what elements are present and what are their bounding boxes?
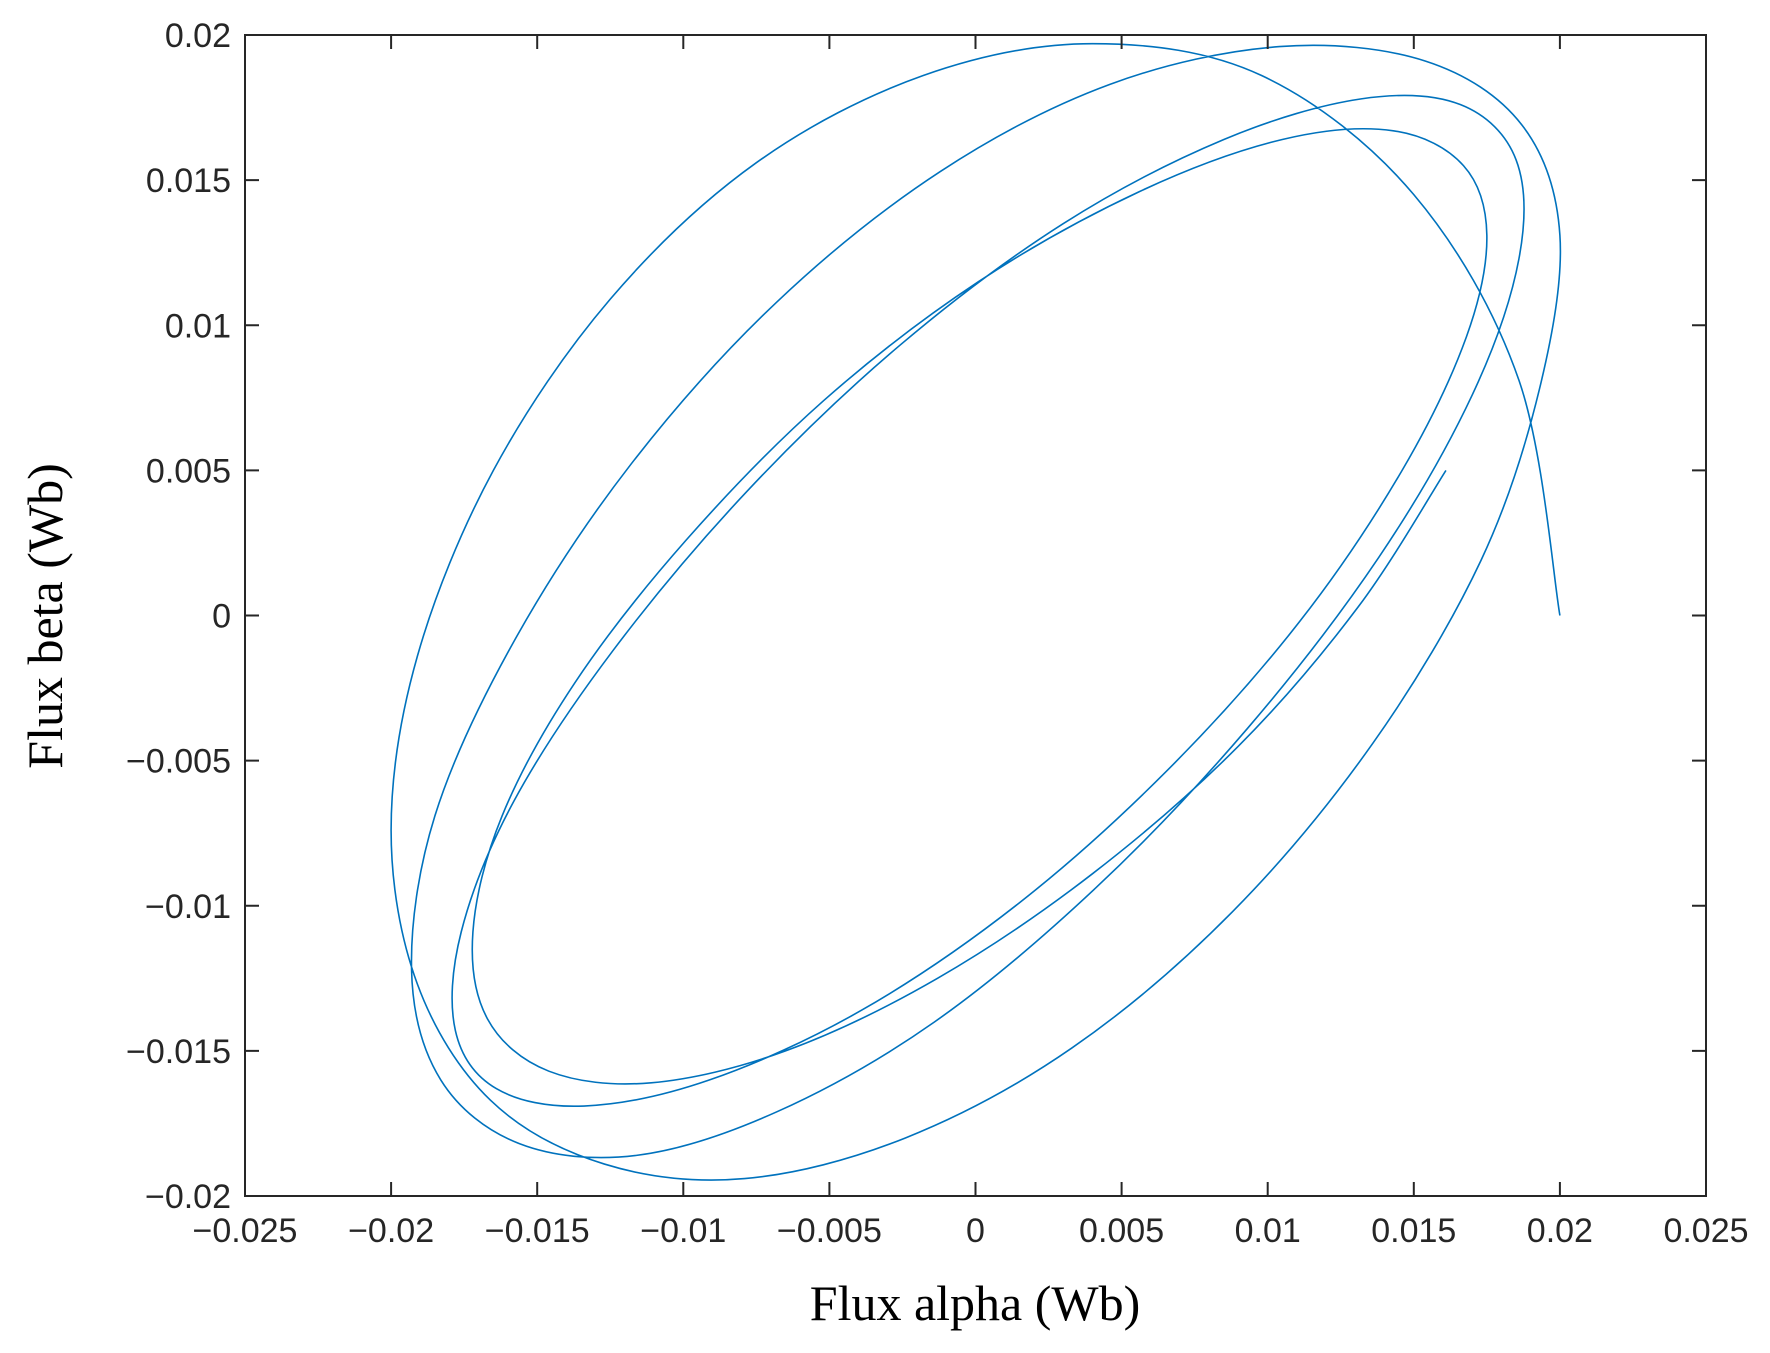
y-axis-ticks: −0.02 −0.015 −0.01 −0.005 0 0.005 0.01 0.015 0.0…	[126, 17, 1706, 1216]
y-tick-label: 0.01	[165, 307, 231, 345]
x-tick-label: 0.02	[1527, 1212, 1593, 1250]
y-tick-label: −0.005	[126, 743, 231, 781]
plot-area	[245, 35, 1706, 1196]
x-axis-label: Flux alpha (Wb)	[810, 1275, 1140, 1331]
x-tick-label: −0.005	[777, 1212, 882, 1250]
y-tick-label: 0.015	[146, 162, 231, 200]
y-axis-label: Flux beta (Wb)	[17, 463, 73, 768]
y-tick-label: −0.01	[145, 888, 231, 926]
y-tick-label: −0.015	[126, 1033, 231, 1071]
series-layer	[390, 42, 1562, 1181]
x-axis-ticks: −0.025 −0.02 −0.015 −0.01 −0.005 0 0.005 0.01 0.…	[193, 35, 1749, 1250]
x-tick-label: 0.01	[1235, 1212, 1301, 1250]
x-tick-label: −0.01	[640, 1212, 726, 1250]
x-tick-label: 0.025	[1663, 1212, 1748, 1250]
y-tick-label: 0	[212, 598, 231, 636]
x-tick-label: 0	[966, 1212, 985, 1250]
y-tick-label: 0.005	[146, 452, 231, 490]
y-tick-label: 0.02	[165, 17, 231, 55]
y-tick-label: −0.02	[145, 1178, 231, 1216]
x-tick-label: −0.025	[193, 1212, 298, 1250]
x-tick-label: 0.005	[1079, 1212, 1164, 1250]
x-tick-label: −0.02	[348, 1212, 434, 1250]
x-tick-label: 0.015	[1371, 1212, 1456, 1250]
flux-trajectory-line	[390, 42, 1562, 1181]
x-tick-label: −0.015	[485, 1212, 590, 1250]
